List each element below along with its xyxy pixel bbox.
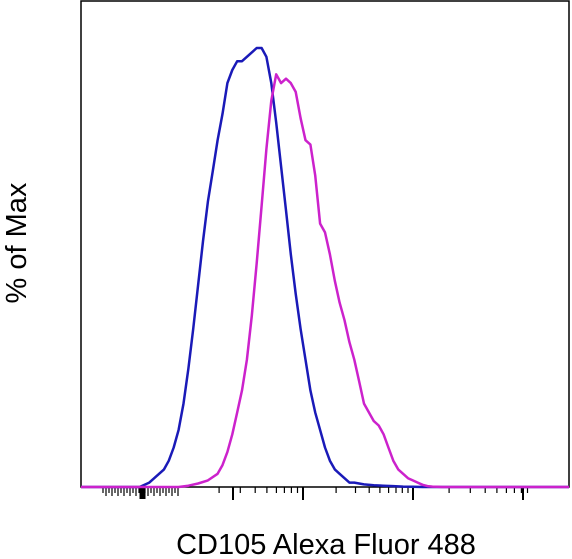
series-line-2 bbox=[81, 73, 569, 489]
x-axis-title: CD105 Alexa Fluor 488 bbox=[176, 529, 476, 559]
plot-frame bbox=[80, 0, 570, 488]
series-layer bbox=[81, 46, 569, 489]
x-axis-ticks bbox=[102, 487, 529, 500]
series-line-1 bbox=[81, 46, 569, 489]
y-axis-title: % of Max bbox=[1, 182, 33, 303]
